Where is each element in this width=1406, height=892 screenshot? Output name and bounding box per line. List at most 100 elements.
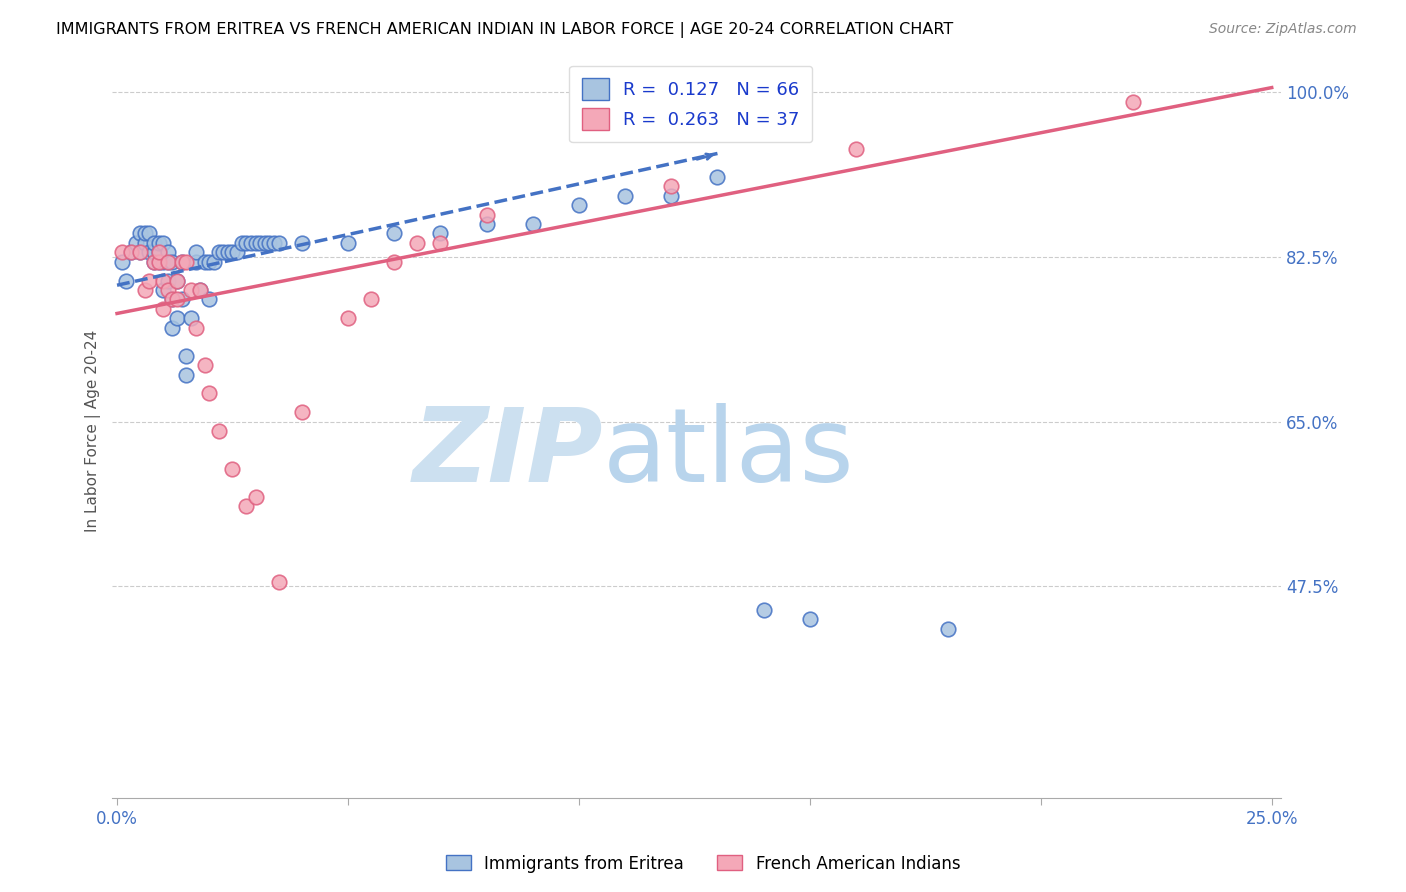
Point [336, 235, 359, 250]
Point [162, 320, 184, 334]
Point [156, 254, 179, 268]
Point [291, 405, 314, 419]
Point [162, 293, 184, 307]
Point [382, 227, 405, 241]
Point [188, 283, 211, 297]
Point [1122, 95, 1144, 109]
Point [148, 254, 170, 268]
Point [180, 311, 202, 326]
Point [221, 461, 243, 475]
Point [249, 235, 271, 250]
Point [129, 227, 152, 241]
Point [235, 235, 257, 250]
Point [166, 293, 188, 307]
Point [152, 235, 174, 250]
Point [217, 245, 239, 260]
Point [194, 358, 217, 372]
Point [429, 235, 451, 250]
Point [129, 245, 152, 260]
Point [184, 254, 207, 268]
Point [143, 235, 166, 250]
Point [263, 235, 285, 250]
Point [475, 208, 498, 222]
Point [291, 235, 314, 250]
Point [156, 283, 179, 297]
Point [406, 235, 429, 250]
Point [166, 273, 188, 287]
Legend: Immigrants from Eritrea, French American Indians: Immigrants from Eritrea, French American… [439, 848, 967, 880]
Point [221, 245, 243, 260]
Point [148, 235, 170, 250]
Point [152, 254, 174, 268]
Point [235, 500, 257, 514]
Point [184, 245, 207, 260]
Point [208, 424, 231, 438]
Text: atlas: atlas [603, 402, 855, 504]
Point [143, 245, 166, 260]
Point [156, 273, 179, 287]
Point [208, 245, 231, 260]
Point [152, 301, 174, 316]
Point [659, 179, 682, 194]
Point [134, 283, 156, 297]
Point [938, 622, 960, 636]
Point [202, 254, 225, 268]
Point [231, 235, 253, 250]
Y-axis label: In Labor Force | Age 20-24: In Labor Force | Age 20-24 [86, 330, 101, 533]
Point [226, 245, 249, 260]
Point [240, 235, 263, 250]
Text: Source: ZipAtlas.com: Source: ZipAtlas.com [1209, 22, 1357, 37]
Point [176, 368, 198, 382]
Point [170, 254, 193, 268]
Point [152, 283, 174, 297]
Point [245, 490, 267, 504]
Point [522, 217, 544, 231]
Point [156, 245, 179, 260]
Point [129, 245, 152, 260]
Point [336, 311, 359, 326]
Point [115, 273, 138, 287]
Point [138, 245, 160, 260]
Point [138, 273, 160, 287]
Point [659, 189, 682, 203]
Point [143, 254, 166, 268]
Point [166, 311, 188, 326]
Point [170, 293, 193, 307]
Point [134, 235, 156, 250]
Text: ZIP: ZIP [412, 402, 603, 504]
Point [152, 273, 174, 287]
Point [752, 603, 775, 617]
Point [267, 235, 290, 250]
Point [845, 142, 868, 156]
Point [120, 245, 142, 260]
Point [188, 283, 211, 297]
Point [134, 227, 156, 241]
Point [245, 235, 267, 250]
Point [568, 198, 591, 212]
Point [382, 254, 405, 268]
Point [124, 235, 146, 250]
Point [156, 254, 179, 268]
Point [180, 283, 202, 297]
Point [475, 217, 498, 231]
Point [614, 189, 637, 203]
Point [198, 293, 221, 307]
Point [148, 254, 170, 268]
Point [799, 612, 821, 626]
Point [253, 235, 276, 250]
Point [267, 574, 290, 589]
Point [706, 169, 728, 184]
Point [166, 273, 188, 287]
Point [148, 245, 170, 260]
Point [429, 227, 451, 241]
Point [259, 235, 281, 250]
Point [111, 254, 134, 268]
Point [176, 254, 198, 268]
Point [162, 254, 184, 268]
Text: IMMIGRANTS FROM ERITREA VS FRENCH AMERICAN INDIAN IN LABOR FORCE | AGE 20-24 COR: IMMIGRANTS FROM ERITREA VS FRENCH AMERIC… [56, 22, 953, 38]
Point [360, 293, 382, 307]
Point [212, 245, 235, 260]
Point [143, 254, 166, 268]
Point [170, 254, 193, 268]
Point [138, 227, 160, 241]
